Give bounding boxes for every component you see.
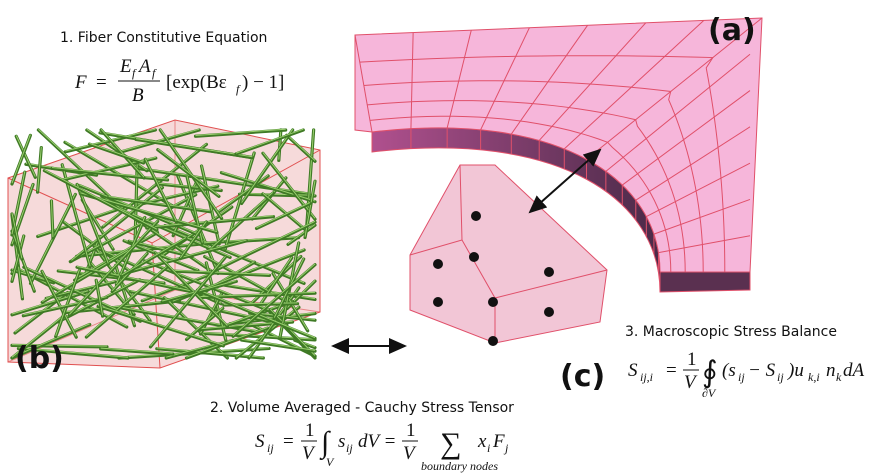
eq-token: ij,i <box>640 370 653 384</box>
rve-element <box>410 165 607 346</box>
eq-token: − S <box>748 360 776 381</box>
eq-token: ∮ <box>702 356 718 389</box>
eq-token: )u <box>787 360 804 381</box>
eq-token: F <box>492 431 505 452</box>
equation: F = E f A f B [exp(Bε f ) − 1] <box>74 56 284 106</box>
eq-token: E <box>119 56 132 77</box>
equation-title: 3. Macroscopic Stress Balance <box>625 324 837 340</box>
eq-token: dV = <box>358 431 396 452</box>
eq-token: ) − 1] <box>242 72 284 93</box>
eq-token: 1 <box>305 420 315 441</box>
eq-token: s <box>338 431 345 452</box>
panel-label: (c) <box>560 359 605 394</box>
eq-token: A <box>137 56 151 77</box>
eq-token: (s <box>722 360 736 381</box>
eq-token: = <box>96 72 107 93</box>
equation: S ij,i = 1 V ∮ ∂V (s ij − S ij )u k,i n … <box>628 349 865 400</box>
eq-token: V <box>326 455 335 469</box>
eq-token: S <box>628 360 638 381</box>
eq-token: V <box>684 372 698 393</box>
eq-token: x <box>477 431 487 452</box>
eq-token: ij <box>777 370 784 384</box>
equation-title: 2. Volume Averaged - Cauchy Stress Tenso… <box>210 400 514 416</box>
eq-token: k,i <box>808 370 820 384</box>
eq-token: [exp(Bε <box>166 72 227 93</box>
eq-token: V <box>302 443 316 464</box>
eq-token: ij <box>267 441 274 455</box>
eq-token: dA <box>843 360 865 381</box>
eq-token: = <box>666 360 677 381</box>
eq-token: n <box>826 360 836 381</box>
eq-token: ij <box>346 441 353 455</box>
eq-token: k <box>836 370 842 384</box>
eq-token: boundary nodes <box>421 459 498 473</box>
eq-token: ∑ <box>440 427 461 460</box>
eq-token: ij <box>738 370 745 384</box>
eq-token: f <box>152 66 157 80</box>
equation-title: 1. Fiber Constitutive Equation <box>60 30 267 46</box>
eq-token: = <box>283 431 294 452</box>
eq-token: S <box>255 431 265 452</box>
eq-token: ∂V <box>702 386 717 400</box>
panel-label: (b) <box>15 341 64 376</box>
eq-token: f <box>132 66 137 80</box>
equation: S ij = 1 V ∫ V s ij dV = 1 V ∑ x i F j b… <box>255 420 509 473</box>
eq-token: f <box>236 82 241 96</box>
eq-token: 1 <box>687 349 697 370</box>
fiber-highlight <box>16 136 35 177</box>
eq-token: V <box>403 443 417 464</box>
eq-token: i <box>487 441 490 455</box>
eq-token: F <box>74 72 87 93</box>
panel-label: (a) <box>708 13 756 48</box>
eq-token: B <box>132 85 144 106</box>
fiber-cube <box>8 120 320 368</box>
figure: (a) (b) (c) 1. Fiber Constitutive Equati… <box>0 0 874 474</box>
eq-token: 1 <box>406 420 416 441</box>
